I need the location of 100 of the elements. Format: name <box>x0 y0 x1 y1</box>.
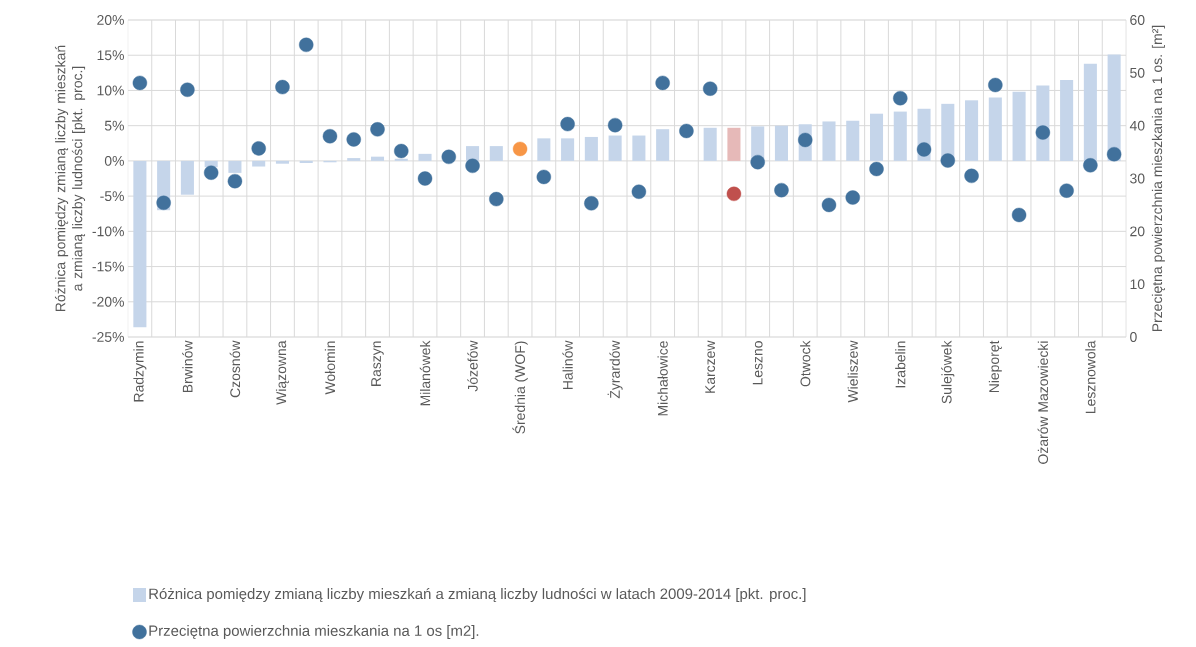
x-tick-label: Wieliszew <box>847 340 858 403</box>
y2-tick-label: 10 <box>1130 279 1145 290</box>
point <box>489 191 504 207</box>
point <box>156 195 171 211</box>
point <box>132 75 148 91</box>
x-tick-label: Halinów <box>562 340 573 389</box>
point <box>180 82 195 97</box>
bar <box>252 160 266 167</box>
bar <box>822 121 836 161</box>
point <box>631 184 647 199</box>
point <box>1059 183 1074 198</box>
point <box>370 122 385 137</box>
bar <box>965 100 979 161</box>
y2-tick-label: 50 <box>1130 67 1145 78</box>
point <box>869 161 884 177</box>
bar <box>133 160 147 328</box>
x-tick-label: Karczew <box>705 340 716 393</box>
bar <box>1012 91 1026 161</box>
bar <box>774 125 788 161</box>
y-tick-label: 5% <box>104 120 124 131</box>
point <box>251 141 266 156</box>
y2-tick-label: 20 <box>1130 226 1145 237</box>
y2-axis-title: Przeciętna powierzchnia mieszkania na 1 os. [m²] <box>1151 25 1165 332</box>
point <box>1011 207 1027 223</box>
point <box>560 116 575 132</box>
point <box>584 196 599 211</box>
y-tick-label: -5% <box>100 191 124 202</box>
x-tick-label: Raszyn <box>371 341 384 386</box>
point <box>916 142 932 157</box>
x-tick-label: Józefów <box>467 340 478 392</box>
bar <box>228 160 242 173</box>
x-tick-label: Lesznowola <box>1085 340 1096 414</box>
point <box>275 79 290 95</box>
point <box>679 123 694 139</box>
point <box>774 182 789 198</box>
bar <box>537 138 551 161</box>
x-tick-label: Sulejówek <box>941 340 955 404</box>
legend-label: Różnica pomiędzy zmianą liczby mieszkań a zmianą liczby ludności w latach 2009-2014 [pkt. proc.] <box>149 587 806 603</box>
y2-tick-label: 0 <box>1130 332 1137 342</box>
point <box>536 169 552 185</box>
point <box>346 132 361 147</box>
bar <box>275 160 289 164</box>
point <box>1083 158 1098 173</box>
point <box>940 153 955 168</box>
x-tick-label: Milanówek <box>419 340 431 406</box>
x-tick-label: Średnia (WOF) <box>512 341 528 434</box>
x-tick-label: Radzymin <box>133 341 147 402</box>
bar <box>656 129 670 161</box>
bar <box>299 160 313 164</box>
y-tick-label: -20% <box>92 296 124 307</box>
point <box>299 37 314 53</box>
y2-tick-label: 30 <box>1130 173 1145 184</box>
bar <box>489 146 503 161</box>
y-tick-label: 10% <box>97 85 124 96</box>
y2-tick-label: 40 <box>1129 120 1145 131</box>
point <box>798 132 813 148</box>
bar <box>1083 63 1097 161</box>
x-tick-label: Otwock <box>800 340 811 387</box>
point <box>702 81 718 96</box>
x-tick-label: Żyrardów <box>607 340 623 399</box>
x-tick-label: Nieporęt <box>988 340 1002 393</box>
point <box>512 141 528 157</box>
y-tick-label: 20% <box>97 15 124 25</box>
point <box>655 75 670 91</box>
point <box>394 143 409 159</box>
bar <box>727 127 741 161</box>
legend-label: Przeciętna powierzchnia mieszkania na 1 os [m2]. <box>149 625 479 639</box>
point <box>964 168 979 184</box>
y-tick-label: 15% <box>97 50 124 61</box>
bar <box>988 97 1002 161</box>
y-tick-label: -10% <box>92 226 124 237</box>
bar <box>394 158 408 161</box>
point <box>750 154 765 170</box>
y-tick-label: 0% <box>104 155 124 166</box>
point <box>1035 125 1051 140</box>
bar <box>347 158 361 161</box>
x-tick-label: Ożarów Mazowiecki <box>1037 341 1049 464</box>
y-tick-label: -15% <box>92 261 124 272</box>
bar <box>893 111 907 161</box>
point <box>227 173 243 189</box>
bar <box>180 160 194 195</box>
y-tick-label: -25% <box>92 332 124 342</box>
bar <box>846 120 860 161</box>
point <box>988 77 1003 93</box>
x-tick-label: Brwinów <box>182 340 193 393</box>
bar <box>418 153 432 161</box>
x-tick-label: Wiązowna <box>275 340 289 405</box>
point <box>845 190 860 205</box>
point <box>465 158 480 174</box>
x-tick-label: Michałowice <box>657 341 668 416</box>
point <box>417 171 433 186</box>
x-tick-label: Czosnów <box>229 340 241 398</box>
bar <box>869 113 884 161</box>
bar <box>561 138 575 161</box>
bar <box>703 127 717 161</box>
y-axis-title: Różnica pomiędzy zmianą liczby mieszkań a zmianą liczby ludności [pkt. proc.] <box>54 45 86 312</box>
point <box>1106 147 1122 162</box>
point <box>203 165 219 180</box>
y2-tick-label: 60 <box>1130 15 1145 25</box>
bar <box>608 135 622 161</box>
